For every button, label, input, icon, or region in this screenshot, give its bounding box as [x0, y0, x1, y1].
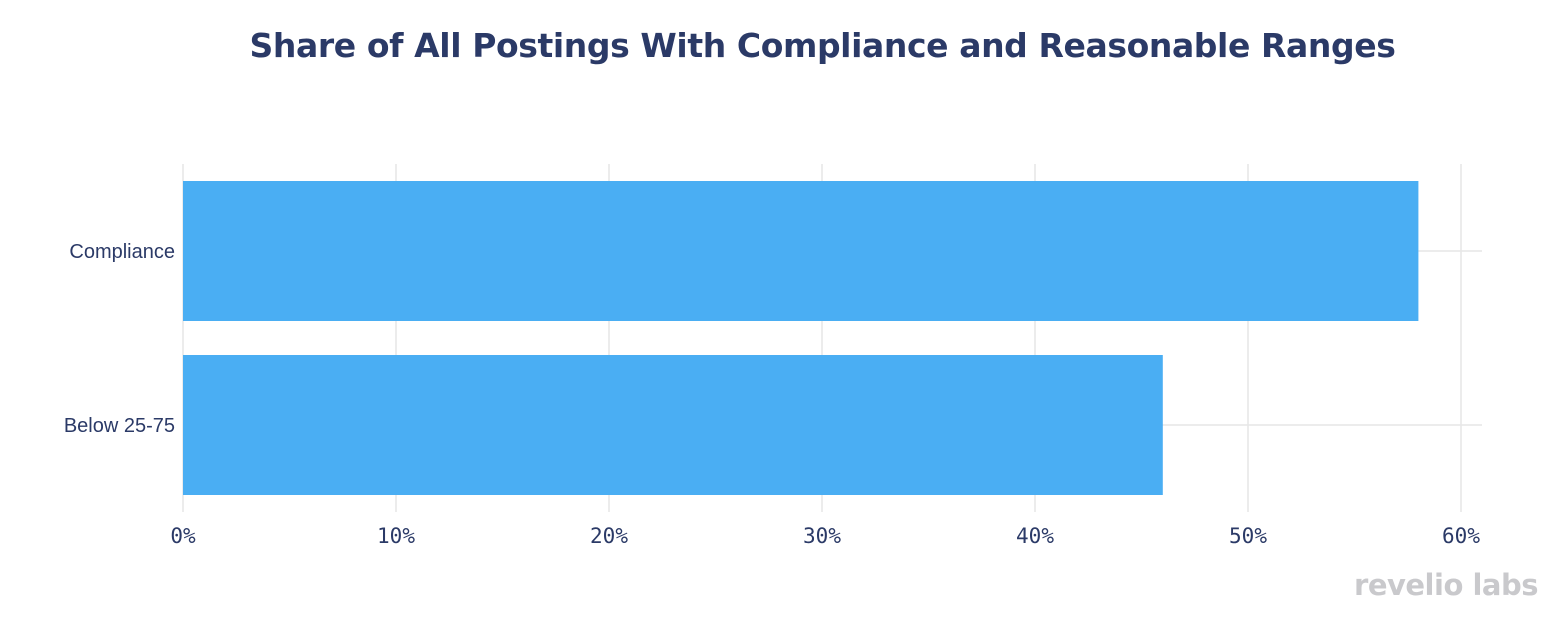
bar — [183, 355, 1163, 495]
brand-logo: revelio labs — [1354, 568, 1538, 602]
x-tick-label: 30% — [803, 524, 841, 548]
category-label: Compliance — [69, 241, 175, 263]
category-label: Below 25-75 — [64, 415, 175, 437]
x-tick-label: 60% — [1442, 524, 1480, 548]
x-tick-labels: 0% 10% 20% 30% 40% 50% 60% — [170, 524, 1480, 548]
chart-title: Share of All Postings With Compliance an… — [249, 26, 1396, 65]
bar — [183, 181, 1419, 321]
x-tick-label: 50% — [1229, 524, 1267, 548]
category-labels: Compliance Below 25-75 — [64, 241, 175, 437]
x-tick-label: 40% — [1016, 524, 1054, 548]
x-tick-label: 10% — [377, 524, 415, 548]
x-tick-label: 0% — [170, 524, 196, 548]
bars — [183, 181, 1419, 495]
x-tick-label: 20% — [590, 524, 628, 548]
